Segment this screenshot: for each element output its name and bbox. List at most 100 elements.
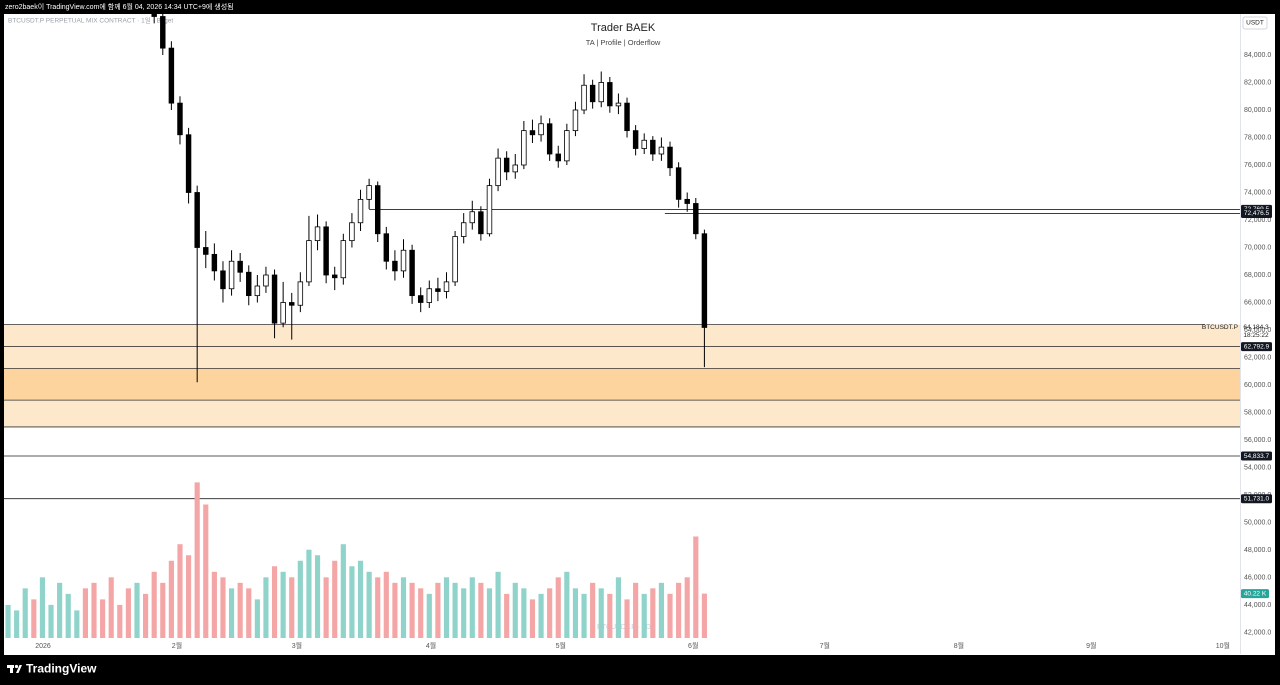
candle-body bbox=[495, 157, 501, 187]
volume-bar bbox=[57, 582, 63, 638]
y-tick-label: 76,000.0 bbox=[1244, 162, 1271, 169]
symbol-info: BTCUSDT.P PERPETUAL MIX CONTRACT · 1일 · … bbox=[8, 16, 173, 25]
volume-bar bbox=[486, 588, 493, 638]
currency[interactable]: USDT bbox=[1246, 20, 1264, 27]
candle-body bbox=[589, 84, 596, 103]
candle-body bbox=[641, 139, 647, 149]
x-tick-label: 2026 bbox=[35, 643, 51, 650]
candle-body bbox=[581, 84, 587, 111]
volume-label-box bbox=[1241, 589, 1269, 599]
volume-bar bbox=[676, 582, 682, 638]
candle-body bbox=[297, 281, 304, 306]
volume-bar bbox=[555, 577, 561, 638]
volume-bar bbox=[693, 536, 699, 638]
volume-bar bbox=[564, 571, 570, 638]
candle-body bbox=[684, 198, 690, 204]
volume-bar bbox=[529, 599, 536, 638]
footer-logo bbox=[7, 664, 22, 673]
currency-box[interactable] bbox=[1242, 16, 1268, 30]
volume-bar bbox=[650, 588, 656, 638]
volume-bar bbox=[418, 588, 424, 638]
y-tick-label: 68,000.0 bbox=[1244, 272, 1271, 279]
candle-body bbox=[340, 240, 347, 279]
y-tick-label: 70,000.0 bbox=[1244, 244, 1271, 251]
candle-body bbox=[555, 153, 561, 162]
candle-body bbox=[417, 295, 424, 303]
volume-bar bbox=[340, 544, 346, 638]
price-label-box bbox=[1241, 494, 1272, 504]
candle-body bbox=[650, 139, 656, 155]
candle-body bbox=[246, 271, 252, 297]
candle-body bbox=[194, 192, 200, 248]
volume-bar bbox=[211, 571, 217, 638]
chart-subtitle: TA | Profile | Orderflow bbox=[586, 38, 661, 47]
volume-bar bbox=[521, 588, 527, 638]
volume-bar bbox=[5, 604, 11, 638]
volume-bar bbox=[39, 577, 46, 638]
candle-body bbox=[693, 203, 699, 235]
y-tick-label: 44,000.0 bbox=[1244, 602, 1271, 609]
candle-body bbox=[607, 82, 613, 107]
volume-bar bbox=[280, 571, 286, 638]
footer-brand: TradingView bbox=[26, 662, 97, 676]
candle-body bbox=[168, 47, 175, 104]
zone bbox=[4, 368, 1240, 401]
volume-bar bbox=[65, 593, 71, 638]
volume-bar bbox=[624, 599, 630, 638]
volume-bar bbox=[538, 593, 544, 638]
volume-bar bbox=[263, 577, 269, 638]
candle-body bbox=[280, 302, 286, 324]
plot bbox=[4, 14, 1240, 638]
candle-body bbox=[426, 288, 433, 303]
volume-bar bbox=[125, 588, 131, 638]
price-label-box bbox=[1241, 451, 1272, 461]
volume-bar bbox=[615, 577, 622, 638]
candle-body bbox=[228, 260, 235, 290]
y-tick-label: 84,000.0 bbox=[1244, 52, 1271, 59]
volume-bar bbox=[237, 582, 243, 638]
countdown: 18:25:22 bbox=[1243, 332, 1269, 339]
candle-body bbox=[366, 185, 372, 200]
volume-bar bbox=[641, 593, 647, 638]
y-tick-label: 50,000.0 bbox=[1244, 519, 1271, 526]
volume-bar bbox=[383, 571, 389, 638]
candle-body bbox=[271, 274, 278, 324]
volume-bar bbox=[314, 555, 321, 638]
chart-title: Trader BAEK bbox=[591, 22, 656, 34]
candle-body bbox=[306, 240, 312, 283]
volume-bar bbox=[581, 593, 587, 638]
volume-bar bbox=[409, 582, 415, 638]
price-label: 72,476.5 bbox=[1244, 210, 1270, 217]
candle-body bbox=[546, 123, 553, 155]
volume-bar bbox=[31, 599, 37, 638]
volume-label: 40.22 K bbox=[1244, 590, 1267, 597]
axes: 42,000.0 44,000.0 46,000.0 48,000.0 50,000.0… bbox=[35, 52, 1272, 650]
x-tick-label: 5월 bbox=[556, 641, 566, 650]
volume-bar bbox=[357, 560, 364, 638]
y-tick-label: 48,000.0 bbox=[1244, 547, 1271, 554]
volume-bar bbox=[684, 577, 690, 638]
volume-bar bbox=[271, 566, 278, 638]
candle-body bbox=[160, 16, 166, 49]
volume-bar bbox=[572, 588, 579, 638]
y-tick-label: 54,000.0 bbox=[1244, 464, 1271, 471]
x-tick-label: 8월 bbox=[954, 641, 964, 650]
y-tick-label: 82,000.0 bbox=[1244, 79, 1271, 86]
volume-bar bbox=[461, 588, 467, 638]
y-tick-label: 62,000.0 bbox=[1244, 354, 1271, 361]
candle-body bbox=[598, 82, 604, 103]
volume-bar bbox=[168, 560, 174, 638]
y-tick-label: 56,000.0 bbox=[1244, 437, 1271, 444]
candle-body bbox=[512, 164, 518, 173]
volume-bar bbox=[349, 566, 355, 638]
volume-bar bbox=[254, 599, 260, 638]
volume-bar bbox=[289, 577, 295, 638]
candle-body bbox=[538, 123, 544, 136]
volume-bar bbox=[512, 582, 518, 638]
volume-bar bbox=[228, 588, 235, 638]
y-tick-label: 78,000.0 bbox=[1244, 134, 1271, 141]
y-tick-label: 58,000.0 bbox=[1244, 409, 1271, 416]
x-tick-label: 10월 bbox=[1216, 641, 1230, 650]
volume-bar bbox=[160, 582, 166, 638]
